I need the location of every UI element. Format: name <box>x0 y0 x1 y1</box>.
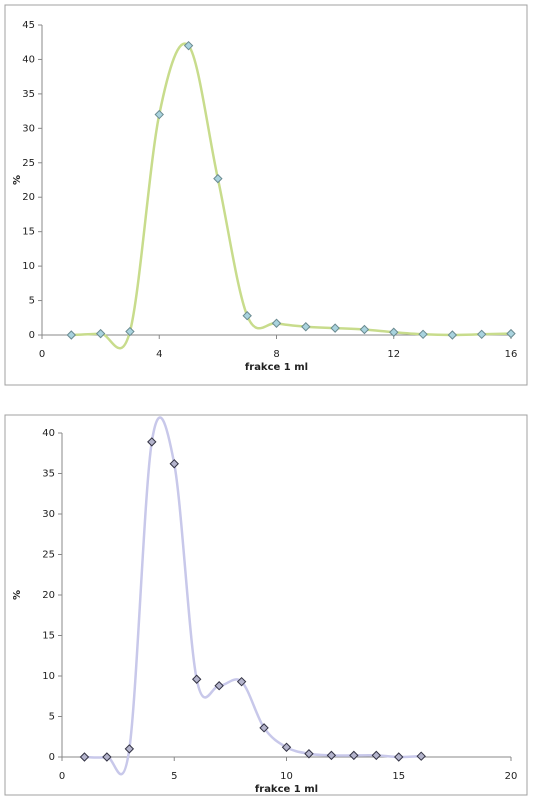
data-point <box>259 723 269 733</box>
y-axis-label: % <box>12 175 23 185</box>
x-tick-label: 4 <box>156 349 162 360</box>
data-point <box>191 674 202 684</box>
data-point <box>476 329 487 340</box>
y-tick-label: 40 <box>22 54 35 65</box>
data-point <box>271 318 282 328</box>
data-point <box>124 744 135 754</box>
y-tick-label: 30 <box>42 509 55 520</box>
y-tick-label: 10 <box>22 261 35 272</box>
data-point <box>242 311 252 321</box>
chart-frame <box>4 414 528 796</box>
x-tick-label: 16 <box>505 349 518 360</box>
y-tick-label: 35 <box>42 469 55 480</box>
data-point <box>326 750 337 761</box>
y-tick-label: 45 <box>22 20 35 31</box>
data-point <box>418 329 428 340</box>
data-point <box>125 326 135 337</box>
y-tick-label: 25 <box>42 550 55 561</box>
x-tick-label: 10 <box>280 771 293 782</box>
data-point <box>79 752 90 762</box>
y-tick-label: 0 <box>49 752 55 763</box>
x-tick-label: 5 <box>171 771 177 782</box>
data-point <box>506 328 516 339</box>
y-tick-label: 25 <box>22 158 35 169</box>
data-point <box>183 40 194 51</box>
data-point <box>147 437 157 447</box>
data-point <box>213 173 223 184</box>
y-tick-label: 15 <box>22 227 35 238</box>
data-point <box>301 322 311 332</box>
y-tick-label: 35 <box>22 89 35 100</box>
y-tick-label: 5 <box>49 712 55 723</box>
y-tick-label: 10 <box>42 671 55 682</box>
y-tick-label: 5 <box>29 296 35 307</box>
y-tick-label: 20 <box>42 590 55 601</box>
y-axis-label: % <box>12 590 23 600</box>
data-point <box>416 751 426 761</box>
data-point <box>349 750 359 761</box>
x-tick-label: 8 <box>273 349 279 360</box>
y-tick-label: 15 <box>42 631 55 642</box>
data-point <box>236 676 247 687</box>
data-point <box>330 323 340 333</box>
data-point <box>447 330 458 340</box>
y-tick-label: 20 <box>22 192 35 203</box>
data-point <box>389 327 399 337</box>
data-point <box>371 750 382 761</box>
y-tick-label: 0 <box>29 330 35 341</box>
data-point <box>66 330 77 340</box>
chart-frame <box>4 4 528 386</box>
data-point <box>95 328 106 339</box>
data-point <box>394 752 404 762</box>
data-point <box>359 324 370 335</box>
x-tick-label: 20 <box>505 771 518 782</box>
x-tick-label: 15 <box>392 771 405 782</box>
x-tick-label: 0 <box>59 771 65 782</box>
x-tick-label: 0 <box>39 349 45 360</box>
data-point <box>154 109 164 120</box>
data-point <box>102 752 112 762</box>
data-point <box>214 681 224 691</box>
x-axis-label: frakce 1 ml <box>245 362 308 373</box>
data-point <box>304 749 314 759</box>
y-tick-label: 30 <box>22 123 35 134</box>
x-axis-label: frakce 1 ml <box>255 784 318 795</box>
data-point <box>281 742 292 752</box>
x-tick-label: 12 <box>387 349 400 360</box>
y-tick-label: 40 <box>42 428 55 439</box>
data-point <box>169 459 179 469</box>
